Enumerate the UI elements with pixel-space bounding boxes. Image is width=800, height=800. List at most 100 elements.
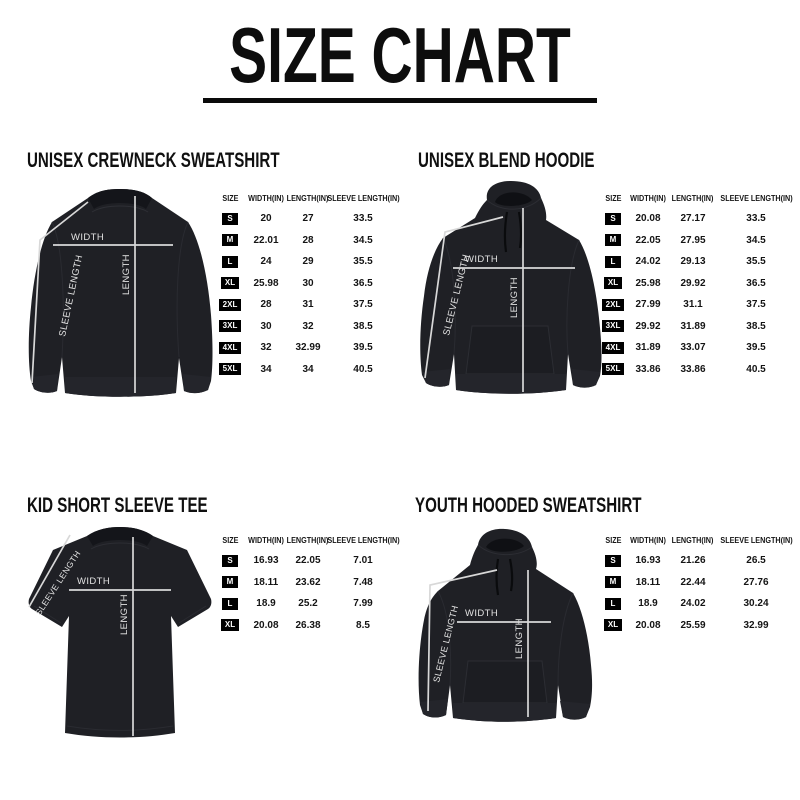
width-value: 32 [260, 342, 272, 354]
table-row: XL 25.98 29.92 36.5 [601, 273, 797, 295]
size-badge: S [605, 212, 621, 225]
table-row: L 18.9 25.2 7.99 [216, 593, 398, 615]
col-header-width: WIDTH(IN) [248, 535, 284, 545]
width-value: 18.9 [638, 598, 658, 610]
cuff-left [420, 699, 448, 718]
col-header-width: WIDTH(IN) [248, 193, 284, 203]
col-header-length: LENGTH(IN) [287, 535, 329, 545]
size-badge: S [222, 212, 238, 225]
size-badge: S [222, 554, 238, 567]
sleeve-length-value: 32.99 [743, 619, 769, 631]
section-unisex-crewneck-sweatshirt: UNISEX CREWNECK SWEATSHIRT WIDTH LENGTH … [0, 150, 400, 450]
section-kid-short-sleeve-tee: KID SHORT SLEEVE TEE WIDTH LENGTH SLEEVE… [0, 495, 400, 795]
col-header-size: SIZE [604, 193, 622, 203]
width-value: 20.08 [635, 619, 661, 631]
col-header-size: SIZE [221, 535, 239, 545]
sleeve-length-value: 37.5 [746, 299, 766, 311]
length-label: LENGTH [509, 277, 520, 318]
collar [88, 189, 152, 209]
sleeve-length-value: 35.5 [353, 256, 373, 268]
sleeve-length-value: 39.5 [746, 342, 766, 354]
table-row: 3XL 29.92 31.89 38.5 [601, 316, 797, 338]
width-value: 18.11 [635, 576, 661, 588]
length-value: 33.07 [680, 342, 706, 354]
armhole-seams [442, 237, 580, 355]
section-heading: YOUTH HOODED SWEATSHIRT [415, 494, 642, 517]
sleeve-length-value: 30.24 [743, 598, 769, 610]
sleeve-length-value: 40.5 [746, 363, 766, 375]
section-unisex-blend-hoodie: UNISEX BLEND HOODIE WIDTH LENGTH SLEEVE … [400, 150, 800, 450]
size-badge: XL [220, 277, 240, 290]
hem-band [456, 374, 566, 394]
sleeve-measure-line [28, 534, 71, 608]
sleeve-length-value: 40.5 [353, 363, 373, 375]
sleeve-length-value: 27.76 [743, 576, 769, 588]
hem-band [453, 703, 556, 722]
table-row: M 22.05 27.95 34.5 [601, 230, 797, 252]
table-row: XL 25.98 30 36.5 [216, 273, 398, 295]
sleeve-length-value: 7.48 [353, 576, 373, 588]
size-table: SIZE WIDTH(IN) LENGTH(IN) SLEEVE LENGTH(… [216, 188, 399, 380]
col-header-length: LENGTH(IN) [672, 193, 714, 203]
table-row: S 16.93 22.05 7.01 [216, 550, 398, 572]
measurement-lines [31, 196, 173, 393]
col-header-width: WIDTH(IN) [630, 535, 666, 545]
size-badge: L [222, 255, 238, 268]
length-value: 27.95 [680, 234, 706, 246]
length-value: 29.92 [680, 277, 706, 289]
length-value: 31.1 [683, 299, 703, 311]
size-badge: M [222, 234, 238, 247]
sleeve-measure-line [427, 569, 498, 712]
sleeve-length-value: 26.5 [746, 555, 766, 567]
sleeve-length-value: 7.99 [353, 598, 373, 610]
size-badge: M [605, 576, 621, 589]
length-value: 29 [302, 256, 314, 268]
length-label: LENGTH [514, 618, 525, 659]
title-underline [203, 98, 597, 103]
table-row: L 24.02 29.13 35.5 [601, 251, 797, 273]
width-value: 20 [260, 213, 272, 225]
width-value: 22.01 [253, 234, 279, 246]
size-badge: 2XL [601, 298, 625, 311]
length-value: 33.86 [680, 363, 706, 375]
sleeve-measure-line [31, 201, 89, 384]
length-value: 26.38 [295, 619, 321, 631]
size-badge: 3XL [218, 320, 242, 333]
length-value: 30 [302, 277, 314, 289]
crewneck-sweatshirt-illustration: WIDTH LENGTH SLEEVE LENGTH [28, 189, 213, 397]
table-row: 2XL 27.99 31.1 37.5 [601, 294, 797, 316]
length-value: 27.17 [680, 213, 706, 225]
width-label: WIDTH [465, 254, 498, 265]
table-row: L 18.9 24.02 30.24 [601, 593, 797, 615]
width-value: 20.08 [253, 619, 279, 631]
sleeve-length-value: 39.5 [353, 342, 373, 354]
cuff-right [183, 374, 211, 394]
length-value: 22.44 [680, 576, 706, 588]
width-label: WIDTH [71, 232, 104, 243]
table-row: 5XL 33.86 33.86 40.5 [601, 359, 797, 381]
table-row: M 18.11 22.44 27.76 [601, 572, 797, 594]
kangaroo-pocket [462, 660, 548, 704]
size-badge: XL [220, 619, 240, 632]
width-value: 34 [260, 363, 272, 375]
table-row: M 18.11 23.62 7.48 [216, 572, 398, 594]
size-badge: 4XL [218, 341, 242, 354]
garment-body [28, 189, 213, 397]
length-value: 28 [302, 234, 314, 246]
width-value: 18.11 [253, 576, 279, 588]
col-header-size: SIZE [604, 535, 622, 545]
armhole-seams [51, 221, 189, 358]
width-value: 29.92 [635, 320, 661, 332]
table-row: 4XL 31.89 33.07 39.5 [601, 337, 797, 359]
section-heading: KID SHORT SLEEVE TEE [27, 494, 208, 517]
size-badge: 2XL [218, 298, 242, 311]
table-header-row: SIZE WIDTH(IN) LENGTH(IN) SLEEVE LENGTH(… [601, 188, 797, 208]
kid-tee-illustration: WIDTH LENGTH SLEEVE LENGTH [28, 527, 212, 738]
size-badge: 4XL [601, 341, 625, 354]
sleeve-length-value: 7.01 [353, 555, 373, 567]
width-value: 18.9 [256, 598, 276, 610]
measurement-lines [424, 208, 575, 392]
sleeve-length-value: 33.5 [746, 213, 766, 225]
length-value: 24.02 [680, 598, 706, 610]
